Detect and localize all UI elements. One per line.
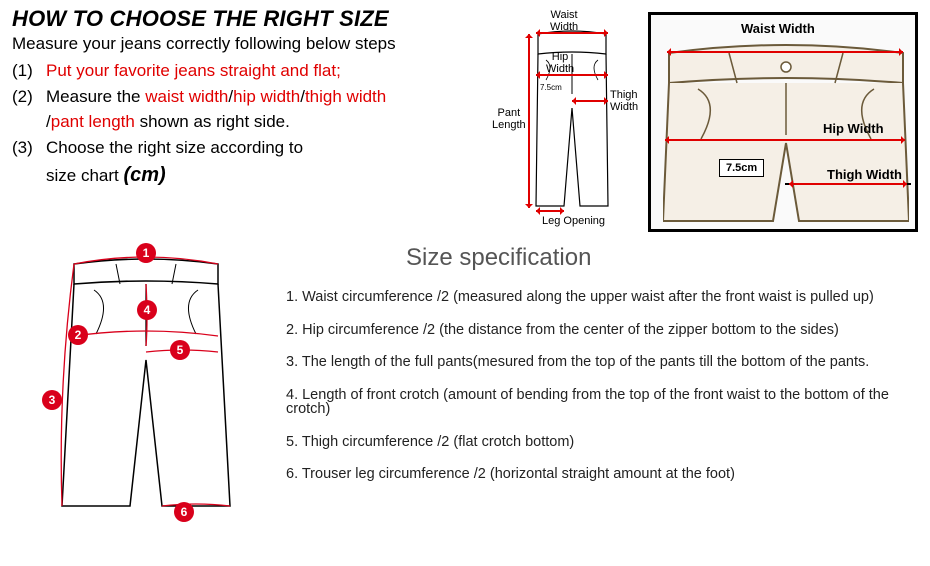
bd-thigh-arrow [789,183,907,185]
small-diagram: Waist Width Hip Width 7.5cm Thigh Width … [502,12,642,232]
step-1-text: Put your favorite jeans straight and fla… [46,58,502,84]
spec-list: 1. Waist circumference /2 (measured alon… [286,290,918,482]
m-waist: waist width [145,87,228,106]
marker-6: 6 [174,502,194,522]
bd-hip-label: Hip Width [823,121,884,136]
sd-leg-arrow [536,210,564,212]
m-hip: hip width [233,87,300,106]
numbered-pants-icon [56,250,236,514]
m-pant: pant length [51,112,135,131]
bd-waist-arrow [667,51,903,53]
instruction-block: HOW TO CHOOSE THE RIGHT SIZE Measure you… [12,6,502,232]
spec-block: Size specification 1. Waist circumferenc… [282,240,918,530]
sd-thigh-label: Thigh Width [610,90,638,113]
step-2: (2) Measure the waist width/hip width/th… [12,84,502,110]
bd-hip-arrow [665,139,905,141]
bottom-section: 1 2 3 4 5 6 Size specification 1. Waist … [0,240,930,530]
spec-title: Size specification [406,244,918,272]
step-2b-spacer [12,109,46,135]
marker-1: 1 [136,243,156,263]
marker-2: 2 [68,325,88,345]
step-2b-text: /pant length shown as right side. [46,109,502,135]
step-3b-spacer [12,160,46,190]
sd-waist-label: Waist Width [550,10,578,33]
step-3-l2: size chart [46,166,123,185]
step-2-post: shown as right side. [135,112,290,131]
sd-leg-label: Leg Opening [542,216,605,228]
main-title: HOW TO CHOOSE THE RIGHT SIZE [12,6,502,32]
subtitle: Measure your jeans correctly following b… [12,34,502,54]
bd-waist-label: Waist Width [741,21,815,36]
step-2-num: (2) [12,84,46,110]
big-diagram: Waist Width Hip Width 7.5cm Thigh Width [648,12,918,232]
step-3-num: (3) [12,135,46,161]
diagrams-block: Waist Width Hip Width 7.5cm Thigh Width … [502,6,918,232]
spec-item-2: 2. Hip circumference /2 (the distance fr… [286,323,918,338]
bd-75-box: 7.5cm [719,159,764,177]
step-3-unit: (cm) [123,164,165,186]
sd-pant-label: Pant Length [492,108,526,131]
spec-item-1: 1. Waist circumference /2 (measured alon… [286,290,918,305]
step-3: (3) Choose the right size according to [12,135,502,161]
sd-thigh-arrow [572,100,608,102]
step-2b: /pant length shown as right side. [12,109,502,135]
marker-4: 4 [137,300,157,320]
spec-item-4: 4. Length of front crotch (amount of ben… [286,388,918,417]
spec-item-3: 3. The length of the full pants(mesured … [286,355,918,370]
m-thigh: thigh width [305,87,386,106]
step-2-text: Measure the waist width/hip width/thigh … [46,84,502,110]
sd-pant-arrow [528,34,530,208]
step-3b-text: size chart (cm) [46,160,502,190]
spec-item-5: 5. Thigh circumference /2 (flat crotch b… [286,435,918,450]
step-1-num: (1) [12,58,46,84]
marker-3: 3 [42,390,62,410]
sd-75-label: 7.5cm [540,84,562,92]
bd-thigh-label: Thigh Width [827,167,902,182]
spec-item-6: 6. Trouser leg circumference /2 (horizon… [286,467,918,482]
numbered-diagram: 1 2 3 4 5 6 [12,240,282,530]
marker-5: 5 [170,340,190,360]
top-section: HOW TO CHOOSE THE RIGHT SIZE Measure you… [0,0,930,232]
sd-hip-label: Hip Width [546,52,574,75]
step-3-text: Choose the right size according to [46,135,502,161]
step-1: (1) Put your favorite jeans straight and… [12,58,502,84]
step-2-pre: Measure the [46,87,145,106]
steps-list: (1) Put your favorite jeans straight and… [12,58,502,190]
step-3b: size chart (cm) [12,160,502,190]
